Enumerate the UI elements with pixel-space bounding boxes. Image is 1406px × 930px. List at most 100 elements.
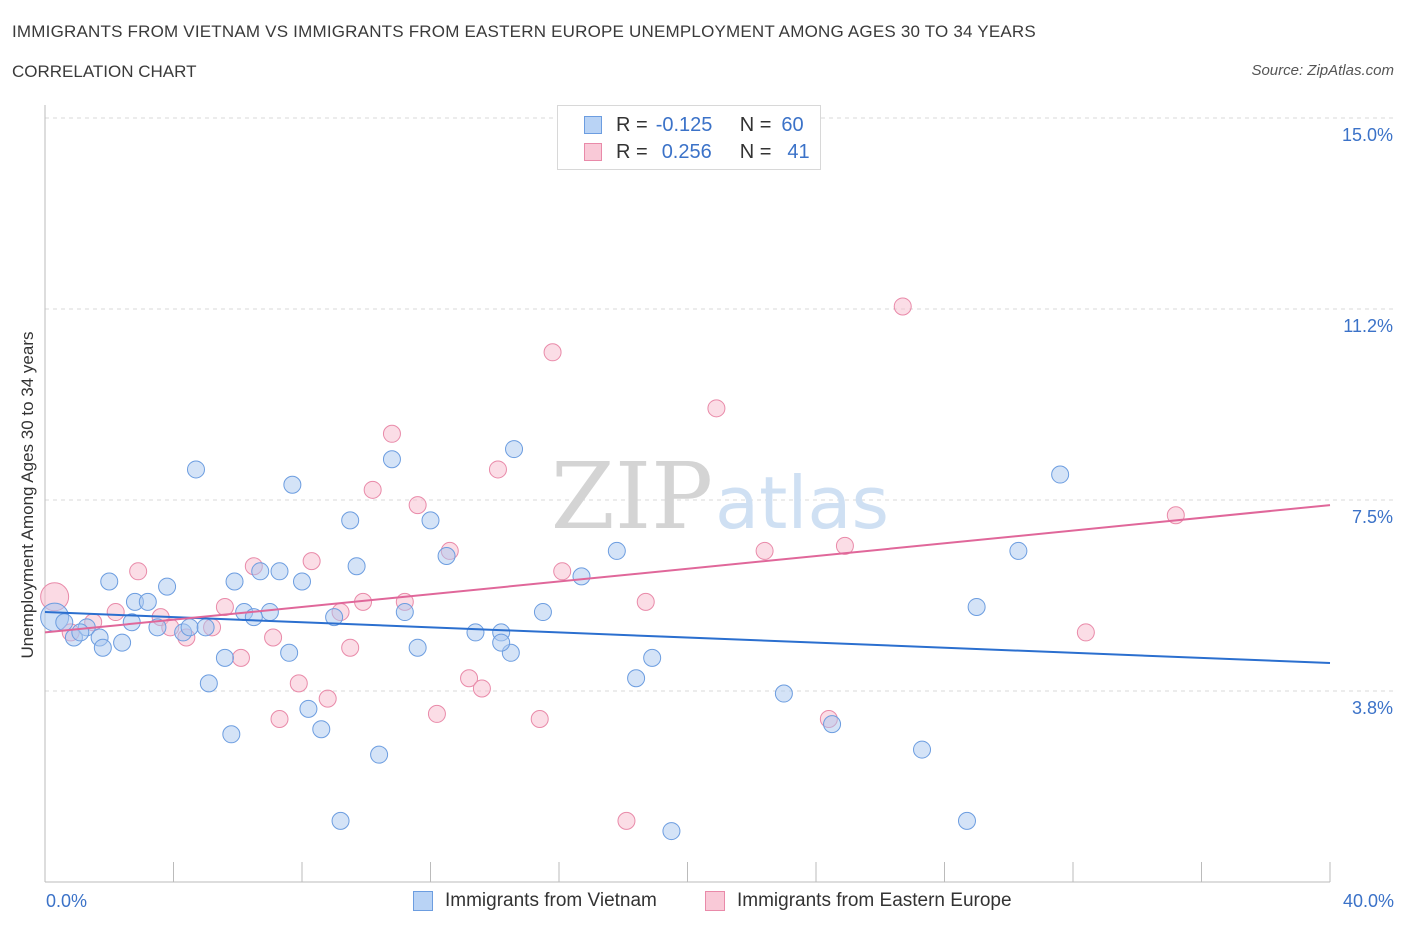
legend-item-vietnam: Immigrants from Vietnam (413, 890, 657, 912)
vietnam-point (382, 450, 401, 469)
eastern-europe-point (755, 541, 774, 560)
y-tick-label: 11.2% (1343, 316, 1393, 336)
vietnam-point (196, 618, 215, 637)
vietnam-point (492, 633, 511, 652)
eastern-europe-point (408, 496, 427, 515)
vietnam-point (325, 608, 344, 627)
vietnam-point (1009, 541, 1028, 560)
vietnam-point (251, 562, 270, 581)
legend-item-eastern-europe: Immigrants from Eastern Europe (705, 890, 1012, 912)
eastern-europe-point (427, 704, 446, 723)
chart-title: IMMIGRANTS FROM VIETNAM VS IMMIGRANTS FR… (12, 22, 1036, 41)
eastern-europe-point (270, 710, 289, 729)
vietnam-point (270, 562, 289, 581)
eastern-europe-point (289, 674, 308, 693)
vietnam-point (180, 618, 199, 637)
legend-r-value: 0.256 (661, 140, 712, 163)
vietnam-point (505, 440, 524, 459)
legend-swatch-pink (705, 891, 725, 911)
eastern-europe-point (553, 562, 572, 581)
eastern-europe-point (382, 424, 401, 443)
vietnam-point (158, 577, 177, 596)
vietnam-point (913, 740, 932, 759)
vietnam-point (93, 638, 112, 657)
legend-r-label: R = (616, 140, 648, 163)
legend-n-value: 41 (787, 140, 810, 163)
correlation-legend: R = -0.125 N = 60 R = 0.256 N = 41 (557, 105, 821, 170)
vietnam-point (186, 460, 205, 479)
vietnam-point (331, 811, 350, 830)
eastern-europe-trend-line (44, 504, 1331, 634)
vietnam-point (312, 720, 331, 739)
eastern-europe-point (1076, 623, 1095, 642)
chart-subtitle: CORRELATION CHART (12, 62, 197, 81)
eastern-europe-point (215, 597, 234, 616)
eastern-europe-point (341, 638, 360, 657)
watermark-atlas: atlas (715, 461, 889, 545)
eastern-europe-point (530, 710, 549, 729)
legend-n-label: N = (739, 140, 772, 163)
watermark-zip: ZIP (551, 443, 713, 550)
vietnam-point (823, 715, 842, 734)
eastern-europe-point (488, 460, 507, 479)
vietnam-point (55, 613, 74, 632)
vietnam-point (466, 623, 485, 642)
vietnam-point (1051, 465, 1070, 484)
axes (44, 105, 1331, 883)
legend-label-vietnam: Immigrants from Vietnam (445, 890, 657, 911)
vietnam-point (572, 567, 591, 586)
eastern-europe-point (472, 679, 491, 698)
vietnam-point (199, 674, 218, 693)
series-legend: Immigrants from Vietnam Immigrants from … (0, 890, 1406, 916)
legend-swatch-pink (584, 143, 602, 161)
vietnam-point (100, 572, 119, 591)
eastern-europe-point (106, 603, 125, 622)
eastern-europe-point (460, 669, 479, 688)
eastern-europe-point (231, 648, 250, 667)
legend-swatch-blue (584, 116, 602, 134)
vietnam-point (643, 648, 662, 667)
legend-label-eastern-europe: Immigrants from Eastern Europe (737, 890, 1012, 911)
y-axis-label: Unemployment Among Ages 30 to 34 years (18, 331, 37, 659)
vietnam-point (71, 623, 90, 642)
vietnam-point (293, 572, 311, 591)
vietnam-point (113, 633, 132, 652)
y-tick-label: 3.8% (1351, 698, 1393, 718)
eastern-europe-point (363, 480, 382, 499)
eastern-europe-point (302, 552, 321, 571)
source-label: Source: ZipAtlas.com (1251, 62, 1394, 79)
vietnam-point (347, 557, 366, 576)
vietnam-point (280, 643, 299, 662)
vietnam-point (662, 822, 681, 841)
vietnam-point (138, 592, 157, 611)
vietnam-point (774, 684, 793, 703)
vietnam-point (627, 669, 646, 688)
vietnam-point (148, 618, 167, 637)
y-tick-label: 15.0% (1341, 125, 1393, 145)
eastern-europe-point (264, 628, 283, 647)
vietnam-point (260, 603, 279, 622)
legend-n-value: 60 (781, 113, 804, 136)
vietnam-point (225, 572, 244, 591)
eastern-europe-point (636, 592, 655, 611)
legend-r-value: -0.125 (655, 113, 713, 136)
legend-r-label: R = (616, 113, 648, 136)
vietnam-point (408, 638, 427, 657)
y-tick-label: 7.5% (1351, 507, 1393, 527)
vietnam-point (283, 475, 302, 494)
vietnam-point (967, 597, 986, 616)
eastern-europe-point (318, 689, 337, 708)
vietnam-point (607, 541, 626, 560)
trend-lines (44, 504, 1331, 664)
legend-row-vietnam: R = -0.125 N = 60 (584, 113, 804, 137)
vietnam-point (222, 725, 241, 744)
eastern-europe-point (543, 343, 562, 362)
vietnam-point (437, 547, 456, 566)
vietnam-point (215, 648, 234, 667)
x-tick-label-max: 40.0% (1342, 891, 1394, 911)
eastern-europe-point (129, 562, 148, 581)
x-tick-label-min: 0.0% (46, 891, 88, 911)
eastern-europe-point (893, 297, 912, 316)
vietnam-point (299, 699, 318, 718)
